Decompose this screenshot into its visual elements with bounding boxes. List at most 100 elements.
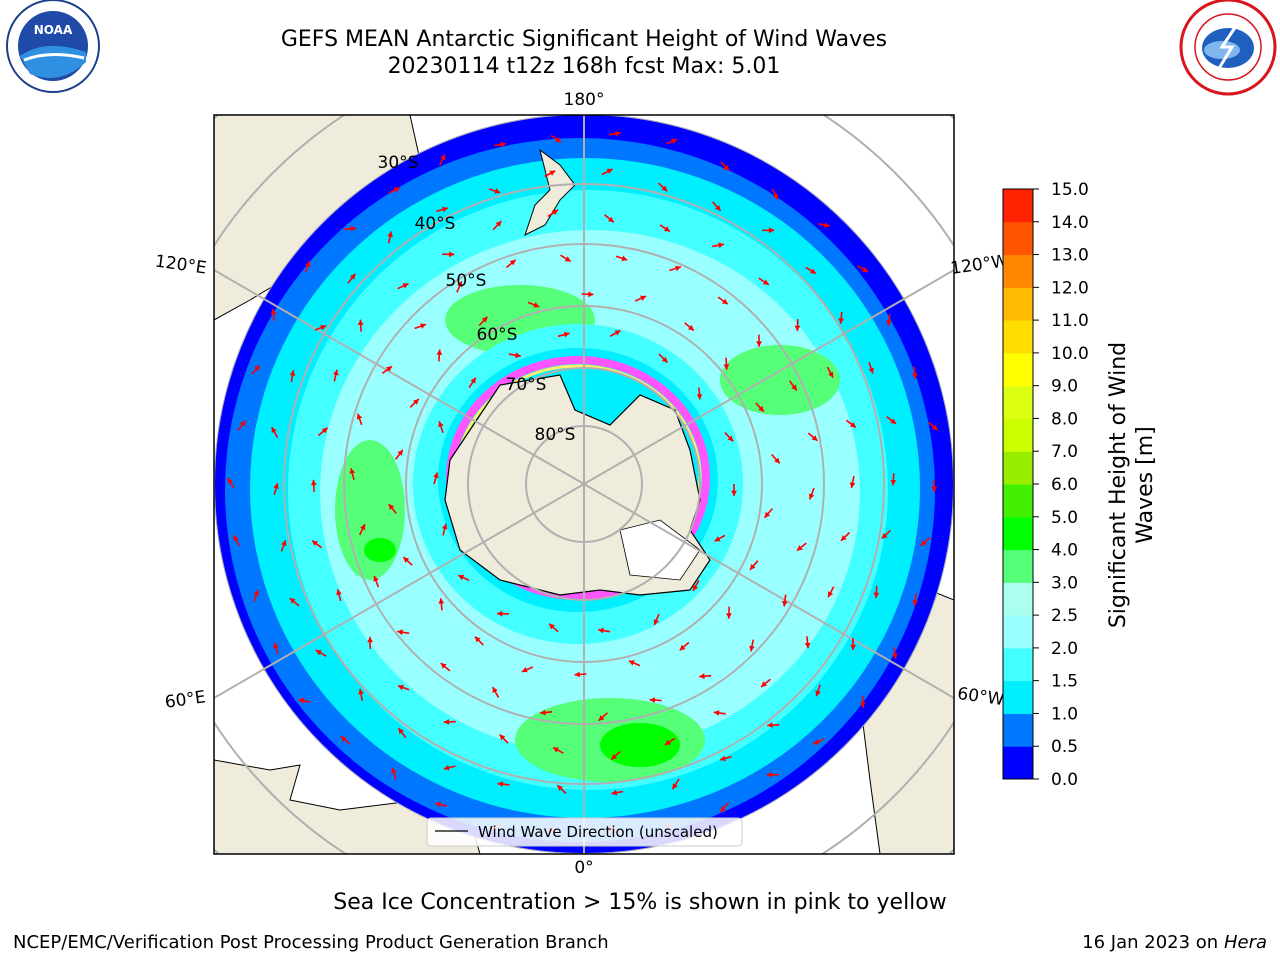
wave-direction-arrowhead <box>443 764 450 771</box>
colorbar-segment <box>1003 254 1033 288</box>
wave-direction-arrowhead <box>931 424 938 431</box>
wave-direction-arrowhead <box>509 259 516 266</box>
colorbar-tick-label: 4.0 <box>1051 541 1078 561</box>
wave-direction-arrowhead <box>608 216 614 223</box>
colorbar-segment <box>1003 418 1033 452</box>
lat-label-70s: 70°S <box>506 375 547 395</box>
wave-direction-arrowhead <box>859 702 866 708</box>
wave-direction-arrowhead <box>289 598 296 604</box>
wave-direction-arrowhead <box>312 540 318 546</box>
wave-direction-arrowhead <box>723 364 730 370</box>
sea-ice-caption: Sea Ice Concentration > 15% is shown in … <box>333 890 947 915</box>
wave-direction-arrowhead <box>731 490 737 496</box>
colorbar-tick-label: 15.0 <box>1051 180 1089 200</box>
lon-label-180: 180° <box>564 90 605 110</box>
wave-direction-arrowhead <box>767 722 773 728</box>
wave-direction-arrowhead <box>563 331 570 338</box>
wave-direction-arrowhead <box>813 739 820 745</box>
wave-direction-arrowhead <box>840 535 847 541</box>
wave-direction-arrowhead <box>438 421 444 428</box>
colorbar-segment <box>1003 287 1033 321</box>
wave-direction-arrowhead <box>611 789 618 796</box>
wave-direction-arrowhead <box>892 653 898 659</box>
wave-direction-arrowhead <box>349 273 356 280</box>
wave-direction-arrowhead <box>289 370 296 376</box>
wave-direction-arrowhead <box>458 574 465 581</box>
wave-direction-arrowhead <box>357 319 364 326</box>
legend-label: Wind Wave Direction (unscaled) <box>478 823 718 841</box>
wave-direction-arrowhead <box>675 265 681 272</box>
wave-direction-arrowhead <box>890 479 897 486</box>
wave-direction-arrowhead <box>388 504 395 510</box>
colorbar-tick-label: 14.0 <box>1051 213 1089 233</box>
wave-direction-arrowhead <box>333 369 339 376</box>
wave-direction-arrowhead <box>549 170 556 176</box>
wave-direction-arrowhead <box>435 801 442 808</box>
wave-direction-arrowhead <box>386 366 392 372</box>
colorbar-tick-label: 13.0 <box>1051 246 1089 266</box>
wave-direction-arrowhead <box>828 371 834 378</box>
wave-direction-arrowhead <box>611 754 617 760</box>
wave-direction-arrowhead <box>791 384 797 391</box>
footer-machine: Hera <box>1223 932 1267 953</box>
colorbar-tick-label: 6.0 <box>1051 475 1078 495</box>
wave-direction-arrowhead <box>474 636 481 643</box>
wave-direction-arrowhead <box>321 427 328 434</box>
wave-direction-arrowhead <box>358 688 364 695</box>
wave-direction-arrowhead <box>555 136 562 143</box>
wave-direction-arrowhead <box>310 479 317 486</box>
wave-direction-arrowhead <box>720 755 726 762</box>
wave-direction-arrowhead <box>433 472 439 479</box>
wave-direction-arrowhead <box>756 341 762 347</box>
noaa-logo: NOAA <box>6 0 100 93</box>
wave-direction-arrowhead <box>253 590 259 596</box>
wave-direction-arrowhead <box>457 281 463 288</box>
colorbar-tick-label: 1.5 <box>1051 672 1078 692</box>
wave-direction-arrowhead <box>881 532 888 539</box>
colorbar-label-line1: Significant Height of Wind <box>1106 342 1131 628</box>
wave-direction-arrowhead <box>696 394 703 400</box>
colorbar-tick-label: 11.0 <box>1051 311 1089 331</box>
wave-direction-arrowhead <box>340 736 347 742</box>
colorbar-tick-label: 1.0 <box>1051 704 1078 724</box>
colorbar-tick-label: 5.0 <box>1051 508 1078 528</box>
wave-direction-arrowhead <box>758 405 764 412</box>
wave-direction-arrowhead <box>500 141 506 148</box>
wave-direction-arrowhead <box>393 187 400 193</box>
wave-direction-arrowhead <box>336 589 342 596</box>
wave-direction-arrowhead <box>911 372 918 379</box>
wave-direction-arrowhead <box>574 671 580 678</box>
lon-label-60e: 60°E <box>164 687 207 712</box>
wave-direction-arrowhead <box>764 511 771 518</box>
colorbar-tick-label: 12.0 <box>1051 278 1089 298</box>
wave-direction-arrowhead <box>615 130 621 137</box>
colorbar-tick-label: 9.0 <box>1051 377 1078 397</box>
colorbar-segment <box>1003 516 1033 551</box>
wave-direction-arrowhead <box>808 493 815 500</box>
map-legend: Wind Wave Direction (unscaled) <box>426 817 743 847</box>
wave-direction-arrowhead <box>661 185 668 192</box>
wave-direction-arrowhead <box>761 681 767 687</box>
wave-direction-arrowhead <box>413 399 419 405</box>
wave-direction-arrowhead <box>441 523 448 530</box>
colorbar-segment <box>1003 647 1033 682</box>
wave-direction-arrowhead <box>804 642 811 649</box>
wave-direction-arrowhead <box>811 435 818 441</box>
wave-direction-arrowhead <box>931 486 938 492</box>
colorbar-tick-label: 0.0 <box>1051 770 1078 790</box>
wave-direction-arrowhead <box>850 644 856 650</box>
wave-direction-arrowhead <box>440 154 446 161</box>
colorbar-segment <box>1003 680 1033 714</box>
wave-direction-arrowhead <box>227 477 233 484</box>
wave-direction-arrowhead <box>726 613 732 619</box>
wave-direction-arrowhead <box>688 324 694 331</box>
lat-label-30s: 30°S <box>378 153 419 173</box>
wave-direction-arrowhead <box>470 377 476 384</box>
wave-direction-arrowhead <box>350 225 356 232</box>
wave-direction-arrowhead <box>810 268 816 274</box>
colorbar-tick-label: 10.0 <box>1051 344 1089 364</box>
lon-label-120e: 120°E <box>154 252 208 279</box>
nws-logo <box>1179 0 1277 96</box>
wave-direction-arrowhead <box>606 168 613 174</box>
wave-direction-arrowhead <box>271 427 277 434</box>
